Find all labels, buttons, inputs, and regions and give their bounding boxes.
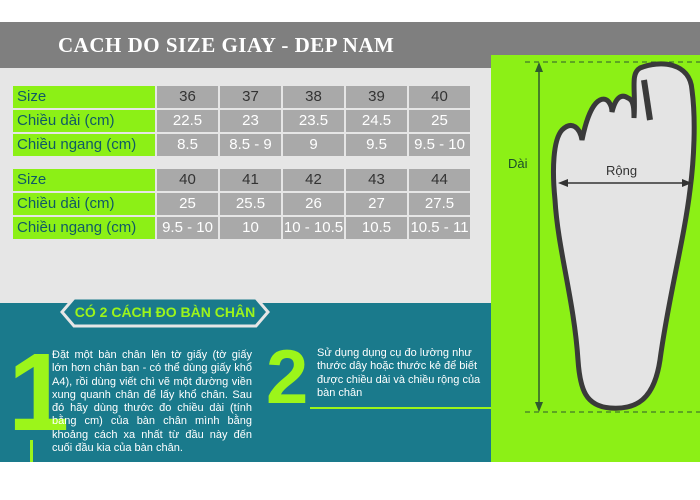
table-cell: 37	[220, 86, 281, 108]
table-cell: 27.5	[409, 193, 470, 215]
foot-outline	[550, 61, 697, 411]
size-table-2: Size 40 41 42 43 44 Chiều dài (cm) 25 25.5 26 27 27…	[13, 169, 472, 241]
table-cell: 25	[157, 193, 218, 215]
panel-pointer	[480, 130, 491, 160]
row-label: Size	[13, 169, 155, 191]
table-row-width: Chiều ngang (cm) 9.5 - 10 10 10 - 10.5 10.5 1…	[13, 217, 472, 239]
length-arrow	[535, 62, 543, 412]
table-cell: 36	[157, 86, 218, 108]
table-cell: 42	[283, 169, 344, 191]
table-cell: 25	[409, 110, 470, 132]
row-label: Chiều dài (cm)	[13, 110, 155, 132]
row-label: Chiều ngang (cm)	[13, 134, 155, 156]
row-label: Chiều ngang (cm)	[13, 217, 155, 239]
table-cell: 22.5	[157, 110, 218, 132]
method-1-line	[30, 440, 33, 462]
length-label: Dài	[508, 156, 528, 171]
table-cell: 10.5 - 11	[409, 217, 470, 239]
methods-section	[0, 303, 491, 462]
table-cell: 27	[346, 193, 407, 215]
table-cell: 10 - 10.5	[283, 217, 344, 239]
table-cell: 23	[220, 110, 281, 132]
width-label: Rộng	[606, 163, 638, 178]
table-row-width: Chiều ngang (cm) 8.5 8.5 - 9 9 9.5 9.5 - 10	[13, 134, 472, 156]
method-2-text: Sử dụng dụng cụ đo lường như thước dây h…	[317, 347, 481, 399]
table-cell: 9.5 - 10	[409, 134, 470, 156]
size-table-1: Size 36 37 38 39 40 Chiều dài (cm) 22.5 23 23.5 24…	[13, 86, 472, 158]
table-cell: 10.5	[346, 217, 407, 239]
table-cell: 44	[409, 169, 470, 191]
row-label: Chiều dài (cm)	[13, 193, 155, 215]
table-cell: 9.5 - 10	[157, 217, 218, 239]
width-arrow	[558, 179, 692, 187]
table-row-size: Size 36 37 38 39 40	[13, 86, 472, 108]
table-cell: 26	[283, 193, 344, 215]
table-row-size: Size 40 41 42 43 44	[13, 169, 472, 191]
table-cell: 43	[346, 169, 407, 191]
table-cell: 40	[409, 86, 470, 108]
table-row-length: Chiều dài (cm) 22.5 23 23.5 24.5 25	[13, 110, 472, 132]
page-title: CACH DO SIZE GIAY - DEP NAM	[58, 33, 395, 57]
methods-banner	[60, 296, 270, 328]
methods-heading: CÓ 2 CÁCH ĐO BÀN CHÂN	[74, 304, 256, 320]
table-cell: 23.5	[283, 110, 344, 132]
table-cell: 10	[220, 217, 281, 239]
method-number-2: 2	[266, 335, 309, 420]
method-1-text: Đặt một bàn chân lên tờ giấy (tờ giấy lớ…	[52, 349, 252, 455]
table-cell: 39	[346, 86, 407, 108]
method-number-1: 1	[8, 331, 70, 454]
table-row-length: Chiều dài (cm) 25 25.5 26 27 27.5	[13, 193, 472, 215]
table-cell: 40	[157, 169, 218, 191]
table-cell: 9.5	[346, 134, 407, 156]
toe-gap	[641, 79, 653, 121]
table-cell: 38	[283, 86, 344, 108]
table-cell: 24.5	[346, 110, 407, 132]
table-cell: 9	[283, 134, 344, 156]
table-cell: 8.5	[157, 134, 218, 156]
table-cell: 41	[220, 169, 281, 191]
table-cell: 25.5	[220, 193, 281, 215]
row-label: Size	[13, 86, 155, 108]
table-cell: 8.5 - 9	[220, 134, 281, 156]
method-2-line	[310, 407, 491, 409]
